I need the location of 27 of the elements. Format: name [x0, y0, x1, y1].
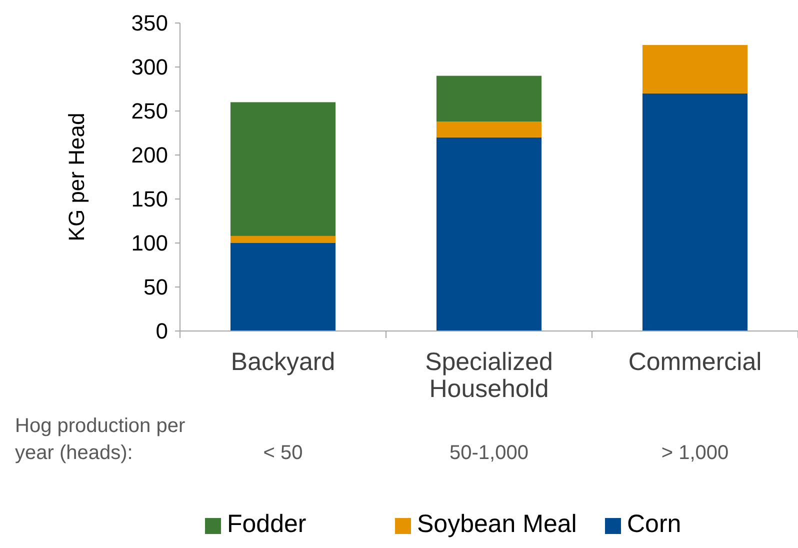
bar	[642, 93, 748, 331]
bar	[230, 236, 336, 243]
y-axis-title: KG per Head	[64, 112, 89, 242]
bar	[436, 122, 542, 138]
bar	[436, 137, 542, 331]
y-tick-label: 200	[131, 142, 168, 168]
x-tick-label: Specialized Household	[425, 348, 553, 403]
legend-label: Corn	[627, 510, 682, 538]
text: > 1,000	[661, 442, 729, 464]
bar	[230, 243, 336, 331]
legend-label: Fodder	[227, 510, 306, 538]
bar	[230, 102, 336, 236]
y-tick-label: 100	[131, 230, 168, 256]
y-tick-label: 150	[131, 186, 168, 212]
x-tick-label: Commercial	[628, 348, 762, 376]
y-tick-label: 0	[156, 318, 168, 344]
bar	[642, 45, 748, 94]
y-tick-label: 350	[131, 10, 168, 36]
x-tick-label: Backyard	[230, 348, 336, 376]
y-tick-label: 50	[144, 274, 168, 300]
legend-label: Soybean Meal	[417, 510, 577, 538]
y-tick-label: 300	[131, 54, 168, 80]
bar	[436, 76, 542, 122]
text: < 50	[263, 442, 303, 464]
y-tick-label: 250	[131, 98, 168, 124]
text: Hog production per year (heads):	[15, 415, 186, 464]
text: 50-1,000	[450, 442, 528, 464]
